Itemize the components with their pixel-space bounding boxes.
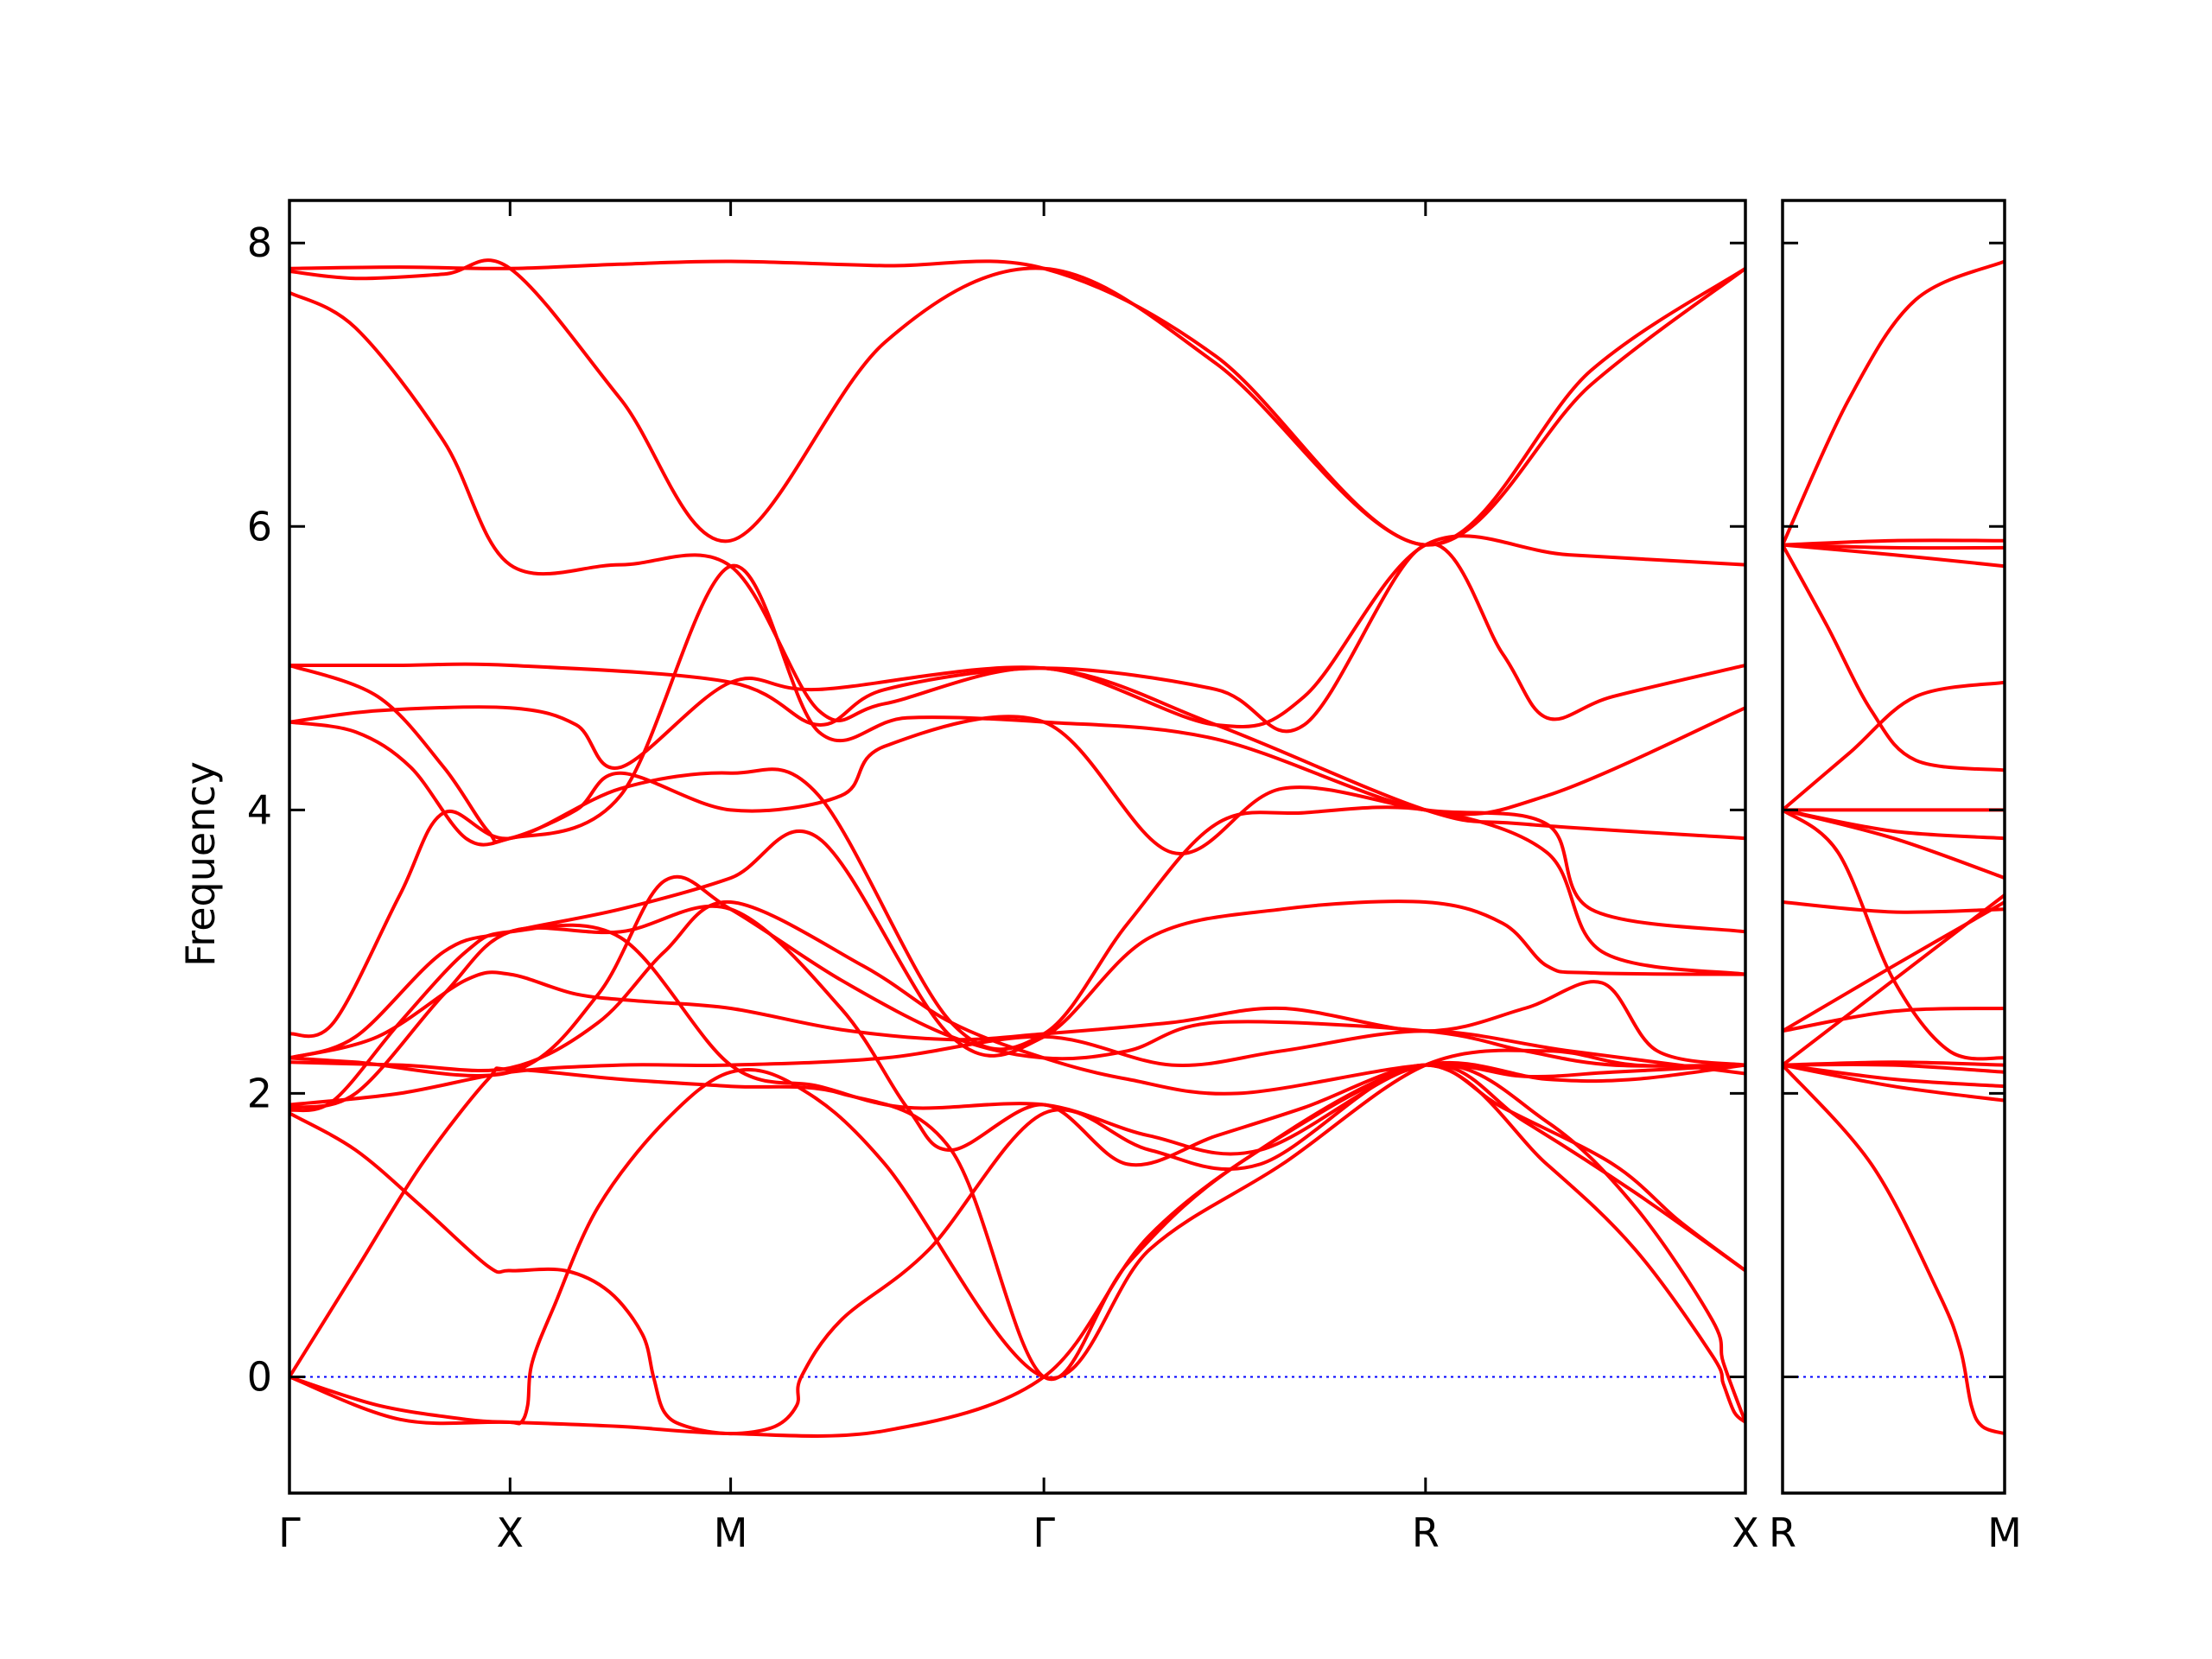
band-main-2: [289, 258, 1745, 547]
band-main-1: [289, 259, 1745, 547]
band-side-9: [1783, 808, 2005, 880]
band-main-9: [289, 830, 1745, 1060]
plot-frame-side: [1781, 199, 2006, 1495]
band-main-5: [289, 563, 1745, 844]
panel-main: 0 2 4 6 8 Γ X M Γ R X: [247, 199, 1759, 1556]
x-tick-label: X: [1732, 1510, 1759, 1556]
x-tick-label: R: [1412, 1510, 1440, 1556]
band-side-1: [1783, 259, 2005, 547]
band-main-17: [289, 1062, 1745, 1424]
band-main-12: [289, 899, 1745, 1096]
band-side-18: [1783, 1063, 2005, 1103]
x-tick-label: Γ: [278, 1510, 301, 1556]
y-tick-label: 0: [247, 1353, 272, 1400]
band-main-4: [289, 542, 1745, 734]
band-side-6: [1783, 680, 2005, 812]
band-side-14: [1783, 893, 2005, 1067]
band-main-14: [289, 904, 1745, 1273]
band-side-10: [1783, 808, 2005, 1061]
x-tick-label: R: [1769, 1510, 1796, 1556]
x-tick-label: M: [1987, 1510, 2022, 1556]
y-tick-label: 4: [247, 786, 272, 833]
y-tick-label: 2: [247, 1070, 272, 1116]
band-main-3: [289, 290, 1745, 728]
x-tick-label: M: [714, 1510, 748, 1556]
band-main-11: [289, 874, 1745, 1077]
band-side-11: [1783, 900, 2005, 914]
band-side-12: [1783, 1007, 2005, 1033]
band-side-4: [1783, 543, 2005, 569]
band-main-15: [289, 923, 1745, 1273]
band-main-6: [289, 665, 1745, 841]
x-tick-label: Γ: [1033, 1510, 1055, 1556]
y-tick-label: 8: [247, 219, 272, 266]
band-main-8: [289, 767, 1745, 1052]
band-side-8: [1783, 808, 2005, 841]
y-tick-label: 6: [247, 503, 272, 550]
band-side-2: [1783, 538, 2005, 547]
x-tick-label: X: [497, 1510, 524, 1556]
band-main-13: [289, 1029, 1745, 1107]
band-side-16: [1783, 1062, 2005, 1074]
band-side-19: [1783, 1063, 2005, 1436]
band-main-7: [289, 715, 1745, 934]
band-main-19: [289, 1060, 1745, 1438]
plot-frame-main: [288, 199, 1747, 1495]
band-side-5: [1783, 543, 2005, 772]
y-axis-label: Frequency: [177, 761, 224, 967]
band-main-16: [289, 1063, 1745, 1436]
